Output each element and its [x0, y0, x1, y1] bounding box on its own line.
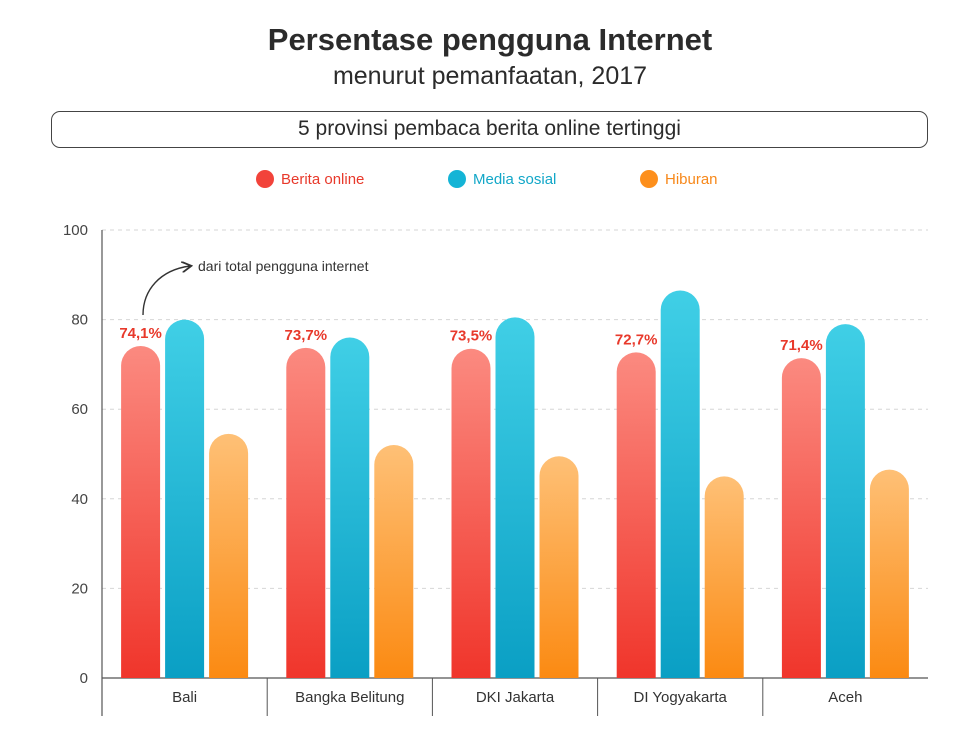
legend-swatch-hiburan [640, 170, 658, 188]
bar-berita-online-bangka-belitung [286, 347, 326, 678]
chart-subtitle: menurut pemanfaatan, 2017 [332, 62, 648, 90]
bar-hiburan-di-yogyakarta [704, 476, 744, 678]
legend-item-media-sosial: Media sosial [448, 170, 556, 188]
x-tick-label-aceh: Aceh [828, 689, 862, 706]
data-label-di-yogyakarta: 72,7% [615, 331, 658, 348]
bar-media-sosial-bali [165, 319, 205, 678]
legend-item-berita-online: Berita online [256, 170, 364, 188]
y-tick-label: 0 [80, 670, 88, 687]
data-label-bali: 74,1% [119, 325, 162, 342]
annotation-text: dari total pengguna internet [198, 258, 369, 274]
bar-media-sosial-bangka-belitung [330, 337, 370, 678]
y-tick-label: 80 [71, 312, 88, 329]
legend-swatch-berita-online [256, 170, 274, 188]
bar-berita-online-bali [121, 346, 161, 678]
bar-media-sosial-aceh [825, 324, 865, 678]
y-tick-label: 100 [63, 222, 88, 239]
bar-hiburan-bali [209, 433, 249, 678]
bar-hiburan-bangka-belitung [374, 445, 414, 678]
x-tick-label-bali: Bali [172, 689, 197, 706]
legend-label-media-sosial: Media sosial [473, 170, 557, 188]
data-label-dki-jakarta: 73,5% [450, 328, 493, 345]
x-tick-label-di-yogyakarta: DI Yogyakarta [633, 689, 727, 706]
bar-berita-online-aceh [781, 358, 821, 678]
bar-media-sosial-dki-jakarta [495, 317, 535, 678]
data-label-bangka-belitung: 73,7% [285, 327, 328, 344]
annotation-arrow [142, 266, 190, 316]
y-tick-label: 40 [71, 491, 88, 508]
x-tick-label-bangka-belitung: Bangka Belitung [295, 689, 404, 706]
y-tick-label: 20 [71, 580, 88, 597]
bar-hiburan-aceh [869, 469, 909, 678]
bar-berita-online-dki-jakarta [451, 348, 491, 678]
data-label-aceh: 71,4% [780, 337, 823, 354]
section-heading-box: 5 provinsi pembaca berita online terting… [51, 111, 928, 148]
legend-item-hiburan: Hiburan [640, 170, 718, 188]
section-heading: 5 provinsi pembaca berita online terting… [298, 117, 681, 140]
bar-media-sosial-di-yogyakarta [660, 290, 700, 678]
legend-label-hiburan: Hiburan [665, 170, 718, 188]
y-tick-label: 60 [71, 401, 88, 418]
legend-swatch-media-sosial [448, 170, 466, 188]
bar-berita-online-di-yogyakarta [616, 352, 656, 678]
legend-label-berita-online: Berita online [281, 170, 365, 188]
chart-title: Persentase pengguna Internet [267, 22, 713, 57]
x-tick-label-dki-jakarta: DKI Jakarta [476, 689, 555, 706]
bar-hiburan-dki-jakarta [539, 456, 579, 678]
